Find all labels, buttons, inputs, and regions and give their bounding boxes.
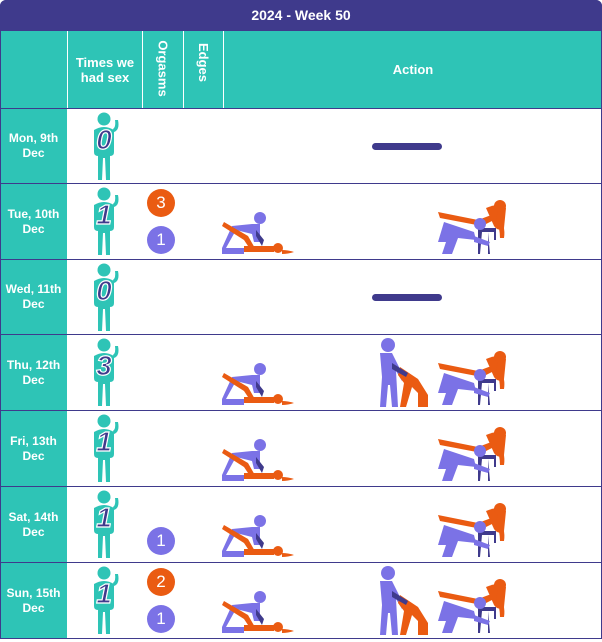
header-times-label: Times we had sex [75,54,135,85]
svg-text:1: 1 [96,578,112,609]
person-count-icon: 0 [94,263,119,331]
day-row: Fri, 13th Dec 1 [0,410,602,486]
svg-text:1: 1 [96,502,112,533]
person-count-icon: 0 [94,112,119,180]
header-edges: Edges [184,31,223,108]
person-count-icon: 1 [94,414,119,482]
chair-icon [438,577,510,642]
orgasm-badge: 1 [147,605,175,633]
no-action-dash [372,294,442,301]
times-count-figure: 1 [86,187,122,257]
person-count-icon: 1 [94,566,119,634]
header-orgasms: Orgasms [143,31,183,108]
chair-icon [438,501,510,566]
doggy-icon [222,589,294,640]
doggy-icon [222,361,294,412]
svg-text:0: 0 [96,275,112,306]
doggy-icon [222,210,294,261]
header-action: Action [224,31,602,108]
chair-icon [438,425,510,490]
header-orgasms-label: Orgasms [155,40,171,97]
day-row: Sat, 14th Dec 1 1 [0,486,602,562]
times-count-figure: 3 [86,338,122,408]
day-label: Tue, 10th Dec [0,184,67,259]
day-label: Mon, 9th Dec [0,109,67,183]
times-count-figure: 1 [86,414,122,484]
person-count-icon: 1 [94,187,119,255]
day-label: Fri, 13th Dec [0,411,67,486]
times-count-figure: 0 [86,112,122,182]
header-times: Times we had sex [68,31,142,108]
day-label: Thu, 12th Dec [0,335,67,410]
standing-icon [378,337,430,414]
svg-text:0: 0 [96,124,112,155]
day-row: Sun, 15th Dec 1 2 1 [0,562,602,639]
day-row: Mon, 9th Dec 0 [0,108,602,183]
day-row: Thu, 12th Dec 3 [0,334,602,410]
svg-text:1: 1 [96,426,112,457]
header-action-label: Action [392,62,434,77]
times-count-figure: 1 [86,490,122,560]
week-title: 2024 - Week 50 [0,0,602,31]
day-label: Wed, 11th Dec [0,260,67,334]
day-label: Sun, 15th Dec [0,563,67,639]
chair-icon [438,198,510,263]
person-count-icon: 1 [94,490,119,558]
day-label: Sat, 14th Dec [0,487,67,562]
svg-text:3: 3 [96,350,112,381]
standing-icon [378,565,430,642]
orgasm-badge: 3 [147,189,175,217]
svg-text:1: 1 [96,199,112,230]
doggy-icon [222,513,294,564]
header-edges-label: Edges [196,42,212,83]
day-row: Tue, 10th Dec 1 3 1 [0,183,602,259]
header-day [0,31,67,108]
orgasm-badge: 1 [147,527,175,555]
day-row: Wed, 11th Dec 0 [0,259,602,334]
chair-icon [438,349,510,414]
orgasm-badge: 2 [147,568,175,596]
orgasm-badge: 1 [147,226,175,254]
doggy-icon [222,437,294,488]
no-action-dash [372,143,442,150]
person-count-icon: 3 [94,338,119,406]
times-count-figure: 1 [86,566,122,636]
times-count-figure: 0 [86,263,122,333]
